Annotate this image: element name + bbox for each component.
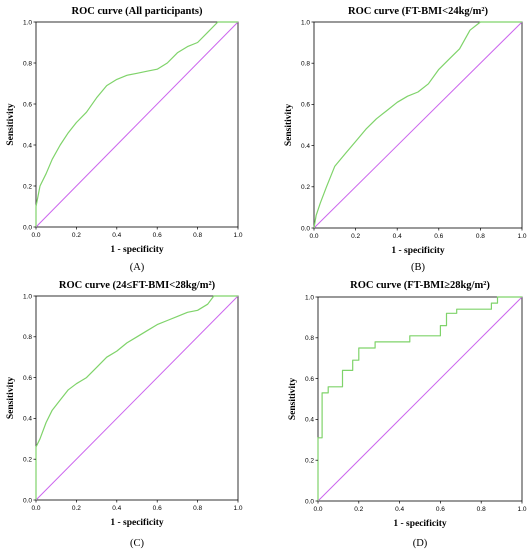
roc-panel-c: ROC curve (24≤FT-BMI<28kg/m²) 0.0 0.2 0.4 0.…: [6, 280, 243, 549]
y-tick-label: 0.6: [305, 376, 314, 383]
y-tick-label: 0.8: [23, 60, 32, 67]
y-tick-label: 0.4: [23, 142, 32, 149]
x-tick-label: 0.4: [112, 232, 121, 239]
y-tick-label: 0.0: [23, 224, 32, 231]
x-axis-label: 1 - specificity: [110, 518, 164, 528]
y-tick-label: 0.6: [23, 375, 32, 382]
x-tick-label: 1.0: [517, 233, 526, 240]
y-tick-label: 1.0: [305, 294, 314, 301]
panel-label: (B): [411, 262, 426, 273]
chart-title: ROC curve (All participants): [72, 6, 203, 17]
y-tick-label: 0.2: [305, 458, 314, 465]
y-tick-label: 0.4: [23, 416, 32, 423]
x-tick-label: 0.0: [313, 506, 322, 513]
y-tick-label: 0.8: [301, 61, 310, 68]
x-tick-label: 1.0: [233, 505, 242, 512]
x-tick-label: 0.6: [153, 505, 162, 512]
plot-frame: [35, 21, 239, 228]
plot-frame: [35, 295, 239, 501]
x-tick-label: 0.0: [31, 505, 40, 512]
chart-title: ROC curve (24≤FT-BMI<28kg/m²): [59, 280, 216, 291]
x-axis-label: 1 - specificity: [110, 245, 164, 255]
plot-frame: [313, 21, 523, 229]
reference-line: [35, 21, 239, 228]
x-tick-label: 0.4: [112, 505, 121, 512]
x-tick-label: 0.2: [72, 505, 81, 512]
x-tick-label: 0.2: [72, 232, 81, 239]
x-tick-label: 0.6: [434, 233, 443, 240]
roc-curve: [35, 295, 238, 500]
x-tick-label: 1.0: [233, 232, 242, 239]
y-tick-label: 0.2: [23, 457, 32, 464]
y-axis-label: Sensitivity: [6, 377, 16, 419]
y-tick-label: 1.0: [23, 293, 32, 300]
y-axis-label: Sensitivity: [288, 378, 298, 420]
chart-title: ROC curve (FT-BMI<24kg/m²): [348, 6, 488, 17]
panel-label: (C): [130, 538, 145, 549]
y-tick-label: 0.2: [23, 183, 32, 190]
x-tick-label: 0.0: [309, 233, 318, 240]
y-tick-label: 0.6: [23, 101, 32, 108]
x-axis-label: 1 - specificity: [391, 246, 445, 256]
x-tick-label: 0.6: [436, 506, 445, 513]
x-tick-label: 1.0: [517, 506, 526, 513]
x-tick-label: 0.8: [193, 505, 202, 512]
panel-label: (A): [130, 262, 145, 273]
panel-label: (D): [413, 538, 428, 549]
reference-line: [313, 21, 523, 229]
roc-curve: [35, 21, 238, 227]
y-tick-label: 1.0: [23, 19, 32, 26]
roc-panel-b: ROC curve (FT-BMI<24kg/m²) 0.0 0.2 0.4 0.6 0.…: [284, 6, 527, 273]
x-tick-label: 0.8: [193, 232, 202, 239]
roc-panel-a: ROC curve (All participants) 0.0 0.2 0.4 0.6…: [6, 6, 243, 273]
reference-line: [35, 295, 239, 501]
y-tick-label: 0.4: [305, 417, 314, 424]
x-tick-label: 0.8: [476, 233, 485, 240]
y-tick-label: 0.0: [305, 498, 314, 505]
plot-frame: [317, 296, 523, 502]
y-axis-label: Sensitivity: [284, 104, 294, 146]
x-axis-label: 1 - specificity: [393, 519, 447, 529]
roc-curve: [313, 21, 522, 229]
y-tick-label: 0.0: [301, 225, 310, 232]
x-tick-label: 0.6: [153, 232, 162, 239]
chart-title: ROC curve (FT-BMI≥28kg/m²): [350, 280, 490, 291]
y-tick-label: 0.2: [301, 184, 310, 191]
y-tick-label: 0.0: [23, 497, 32, 504]
reference-line: [317, 296, 523, 502]
x-tick-label: 0.0: [31, 232, 40, 239]
x-tick-label: 0.2: [354, 506, 363, 513]
roc-curve: [317, 296, 522, 501]
x-tick-label: 0.4: [395, 506, 404, 513]
roc-panel-d: ROC curve (FT-BMI≥28kg/m²) 0.0 0.2 0.4 0.6 0.…: [288, 280, 527, 549]
y-tick-label: 0.8: [305, 335, 314, 342]
y-tick-label: 0.8: [23, 334, 32, 341]
y-tick-label: 0.6: [301, 102, 310, 109]
y-axis-label: Sensitivity: [6, 103, 16, 145]
x-tick-label: 0.8: [477, 506, 486, 513]
y-tick-label: 1.0: [301, 19, 310, 26]
x-tick-label: 0.4: [393, 233, 402, 240]
y-tick-label: 0.4: [301, 143, 310, 150]
x-tick-label: 0.2: [351, 233, 360, 240]
